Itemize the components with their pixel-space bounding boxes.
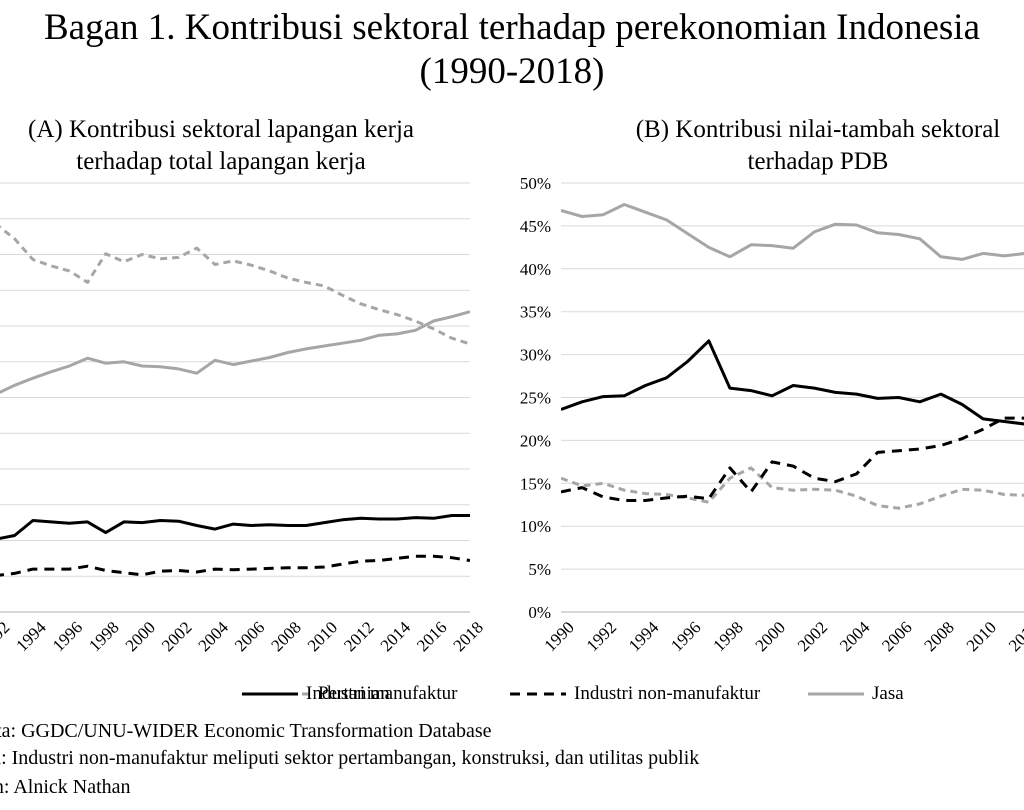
x-tick-label-b: 2008 [920, 618, 957, 655]
x-tick-label-a: 1994 [12, 617, 50, 655]
series-line-jasa-b [561, 203, 1024, 261]
series-line-manufaktur-a [0, 514, 470, 540]
footnote-source: Sumber data: GGDC/UNU-WIDER Economic Tra… [0, 720, 492, 742]
y-tick-label-b: 25% [520, 389, 551, 408]
x-tick-label-a: 2018 [449, 618, 486, 655]
footnote-note: Catatan: Industri non-manufaktur meliput… [0, 747, 700, 769]
x-tick-label-b: 1994 [625, 617, 663, 655]
y-tick-label-b: 10% [520, 517, 551, 536]
panel-a: 1992199419961998200020022004200620082010… [0, 182, 487, 655]
series-line-manufaktur-b [561, 339, 1024, 426]
y-tick-label-b: 15% [520, 474, 551, 493]
x-tick-label-b: 2010 [963, 618, 1000, 655]
x-tick-label-a: 2008 [267, 618, 304, 655]
x-tick-label-a: 2012 [340, 618, 377, 655]
panel-a-title-line1: (A) Kontribusi sektoral lapangan kerja [28, 116, 414, 143]
y-tick-label-b: 45% [520, 217, 551, 236]
legend-item-manufaktur-row: Industri manufaktur [240, 680, 457, 708]
series-line-non_manufaktur-b [561, 416, 1024, 502]
legend-swatch-jasa [808, 692, 864, 696]
legend-label-jasa: Jasa [872, 683, 904, 704]
y-tick-label-b: 20% [520, 431, 551, 450]
x-tick-label-a: 2002 [158, 618, 195, 655]
series-group-a [0, 225, 470, 577]
legend-swatch-manufaktur [242, 692, 298, 696]
footnote-author: Dibuat oleh: Alnick Nathan [0, 776, 131, 798]
x-tick-label-a: 2016 [413, 618, 450, 655]
legend-item-non-manufaktur: Industri non-manufaktur [508, 680, 760, 708]
chart-canvas: 1992199419961998200020022004200620082010… [0, 174, 1024, 655]
series-line-pertanian-b [561, 466, 1024, 510]
y-tick-label-b: 40% [520, 260, 551, 279]
panel-a-title-line2: terhadap total lapangan kerja [76, 148, 366, 175]
legend-label-non-manufaktur: Industri non-manufaktur [574, 683, 761, 704]
x-tick-label-b: 2000 [752, 618, 789, 655]
series-line-pertanian-a [0, 225, 470, 346]
x-tick-label-a: 2006 [231, 618, 268, 655]
x-tick-label-a: 1996 [49, 618, 86, 655]
y-tick-label-b: 5% [528, 560, 551, 579]
legend-swatch-non-manufaktur [510, 692, 566, 696]
series-group-b [561, 203, 1024, 510]
x-tick-label-b: 2002 [794, 618, 831, 655]
legend-label-manufaktur: Industri manufaktur [306, 683, 458, 704]
series-line-jasa-a [0, 310, 470, 394]
figure-title: Bagan 1. Kontribusi sektoral terhadap pe… [0, 6, 1024, 94]
x-tick-label-b: 2012 [1005, 618, 1024, 655]
x-tick-label-b: 2006 [878, 618, 915, 655]
x-tick-label-b: 1992 [583, 618, 620, 655]
y-tick-label-b: 50% [520, 174, 551, 193]
x-tick-label-a: 2014 [377, 617, 415, 655]
x-tick-label-a: 1992 [0, 618, 13, 655]
panel-b: 0%5%10%15%20%25%30%35%40%45%50%1990 1992 1… [520, 174, 1024, 655]
legend-item-jasa: Jasa [806, 680, 904, 708]
panel-b-title: (B) Kontribusi nilai-tambah sektoral ter… [598, 114, 1024, 178]
panel-b-title-line1: (B) Kontribusi nilai-tambah sektoral [635, 116, 1001, 143]
x-tick-label-a: 2000 [122, 618, 159, 655]
x-tick-label-a: 1998 [85, 618, 122, 655]
panel-a-title: (A) Kontribusi sektoral lapangan kerja t… [0, 114, 452, 178]
figure-title-line1: Bagan 1. Kontribusi sektoral terhadap pe… [43, 7, 981, 48]
series-line-non_manufaktur-a [0, 554, 470, 577]
x-tick-label-b: 1996 [667, 618, 704, 655]
y-tick-label-b: 0% [528, 603, 551, 622]
x-tick-label-b: 1998 [709, 618, 746, 655]
legend: Pertanian Industri manufaktur Industri n… [0, 680, 1024, 708]
y-tick-label-b: 35% [520, 303, 551, 322]
x-tick-label-b: 1990 [540, 618, 577, 655]
y-tick-label-b: 30% [520, 346, 551, 365]
x-tick-label-a: 2010 [304, 618, 341, 655]
panel-b-title-line2: terhadap PDB [747, 148, 889, 175]
figure-title-line2: (1990-2018) [419, 51, 605, 92]
legend-label-pertanian: Pertanian [318, 683, 390, 704]
x-tick-label-b: 2004 [836, 617, 874, 655]
x-tick-label-a: 2004 [194, 617, 232, 655]
